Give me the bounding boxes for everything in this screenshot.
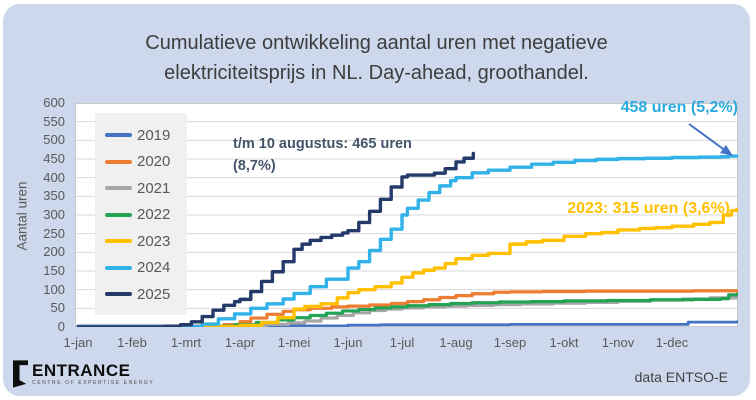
x-tick-label: 1-okt [549,335,579,350]
legend-label: 2024 [137,259,171,277]
chart-title: Cumulatieve ontwikkeling aantal uren met… [3,28,750,88]
entrance-logo-subtitle: CENTRE OF EXPERTISE ENERGY [32,379,155,386]
y-tick-label: 550 [43,113,65,129]
legend-item-2025: 2025 [105,281,187,308]
legend-label: 2023 [137,232,171,250]
annotation-arrow-icon [688,123,733,156]
x-tick-label: 1-mrt [170,335,202,350]
legend-swatch-icon [105,186,132,191]
chart-title-line2: elektriciteitsprijs in NL. Day-ahead, gr… [164,62,589,84]
series-line-2020 [76,289,738,327]
annotation-2025: t/m 10 augustus: 465 uren (8,7%) [233,133,473,177]
x-tick-label: 1-dec [655,335,689,350]
x-tick-label: 1-jul [389,335,415,350]
annotation-2023: 2023: 315 uren (3,6%) [567,200,730,217]
plot-border [75,103,738,327]
y-tick-label: 250 [43,225,65,241]
y-tick-label: 600 [43,95,65,110]
x-axis-ticks: 1-jan 1-feb 1-mrt 1-apr 1-mei 1-jun 1-jul 1-aug… [64,335,738,353]
y-tick-label: 150 [43,263,65,278]
x-tick-label: 1-feb [117,335,147,350]
y-tick-label: 0 [57,319,65,334]
chart-legend: 2019 2020 2021 2022 2023 2024 2025 [95,113,187,315]
x-tick-label: 1-jun [333,335,363,350]
y-axis-ticks: 600 550 500 450 400 350 300 250 200 150 100 50 0 [3,95,69,334]
legend-swatch-icon [105,159,132,164]
legend-item-2019: 2019 [105,122,187,149]
legend-label: 2019 [137,126,171,144]
legend-swatch-icon [105,265,132,270]
legend-label: 2021 [137,179,171,197]
annotation-2024: 458 uren (5,2%) [620,99,738,116]
data-source-label: data ENTSO-E [634,369,728,385]
y-tick-label: 200 [43,244,65,260]
entrance-logo-icon [13,360,28,388]
x-tick-label: 1-nov [601,335,635,350]
y-tick-label: 500 [43,132,65,148]
x-tick-label: 1-mei [277,335,311,350]
x-tick-label: 1-apr [224,335,256,350]
series-line-2024 [76,154,738,327]
x-tick-label: 1-jan [63,335,93,350]
series-line-2023 [76,207,738,327]
legend-swatch-icon [105,239,132,244]
legend-item-2021: 2021 [105,175,187,202]
legend-item-2024: 2024 [105,255,187,282]
annotation-2025-line2: (8,7%) [233,158,276,174]
chart-title-line1: Cumulatieve ontwikkeling aantal uren met… [145,32,608,54]
legend-item-2022: 2022 [105,202,187,229]
annotation-2025-line1: t/m 10 augustus: 465 uren [233,136,412,152]
legend-item-2023: 2023 [105,228,187,255]
y-tick-label: 450 [43,151,65,166]
legend-swatch-icon [105,292,132,297]
y-tick-label: 50 [50,300,65,316]
entrance-logo: ENTRANCE CENTRE OF EXPERTISE ENERGY [13,360,154,388]
y-tick-label: 300 [43,207,65,222]
chart-card: Cumulatieve ontwikkeling aantal uren met… [3,4,750,396]
legend-swatch-icon [105,212,132,217]
y-tick-label: 100 [43,281,65,297]
legend-label: 2022 [137,206,171,224]
legend-label: 2025 [137,285,171,303]
x-tick-label: 1-sep [493,335,527,350]
legend-label: 2020 [137,153,171,171]
series-line-2025 [76,151,475,327]
y-tick-label: 400 [43,169,65,185]
entrance-logo-name: ENTRANCE [32,360,131,380]
x-tick-label: 1-aug [439,335,473,350]
series-line-2019 [76,320,738,327]
entrance-logo-text: ENTRANCE CENTRE OF EXPERTISE ENERGY [32,362,154,387]
legend-item-2020: 2020 [105,149,187,176]
legend-swatch-icon [105,133,132,138]
y-tick-label: 350 [43,188,65,204]
